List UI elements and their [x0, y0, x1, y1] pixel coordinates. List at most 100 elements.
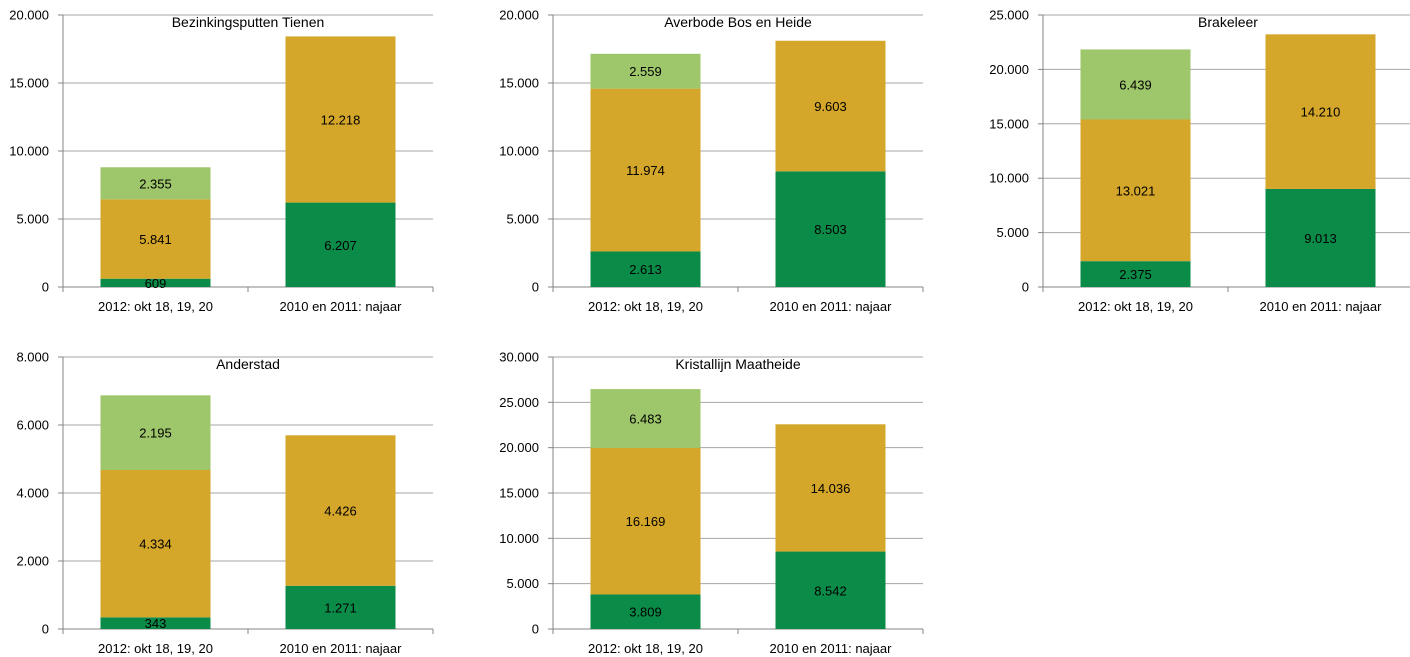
x-category-label: 2012: okt 18, 19, 20	[98, 299, 213, 314]
chart-kristallijn-maatheide: 0 5.000 10.000 15.000 20.000 25.000 30.000 3.80…	[490, 342, 930, 656]
chart-bezinkingsputten-tienen: 0 5.000 10.000 15.000 20.000 609 5.841 2.355 201…	[0, 0, 440, 314]
bar-segment	[590, 88, 701, 252]
x-category-label: 2010 en 2011: najaar	[770, 641, 893, 656]
bar-segment	[100, 278, 211, 287]
chart-svg: 0 5.000 10.000 15.000 20.000 25.000 2.375 13.02…	[989, 8, 1410, 314]
bar-value-label: 13.021	[1116, 183, 1156, 198]
y-tick-label: 5.000	[16, 212, 49, 227]
bar-value-label: 6.439	[1119, 77, 1152, 92]
bar-segment	[590, 251, 701, 287]
y-tick-label: 10.000	[989, 171, 1029, 186]
y-tick-label: 10.000	[499, 531, 539, 546]
y-tick-label: 15.000	[989, 116, 1029, 131]
chart-svg: 0 2.000 4.000 6.000 8.000 343 4.334 2.195 2012: …	[16, 350, 434, 656]
chart-averbode-bos-en-heide: 0 5.000 10.000 15.000 20.000 2.613 11.974 2.559…	[490, 0, 930, 314]
y-tick-label: 20.000	[499, 440, 539, 455]
y-tick-label: 0	[532, 622, 539, 637]
bar-value-label: 6.483	[629, 411, 662, 426]
bar-value-label: 16.169	[626, 514, 666, 529]
bar-value-label: 2.613	[629, 262, 662, 277]
bar-segment	[1265, 188, 1376, 287]
chart-anderstad: 0 2.000 4.000 6.000 8.000 343 4.334 2.195 2012: …	[0, 342, 440, 656]
y-tick-label: 15.000	[9, 76, 49, 91]
bar-value-label: 609	[145, 276, 167, 291]
bar-segment	[285, 202, 396, 287]
y-tick-label: 10.000	[9, 144, 49, 159]
y-tick-label: 15.000	[499, 486, 539, 501]
y-tick-label: 5.000	[506, 576, 539, 591]
chart-svg: 0 5.000 10.000 15.000 20.000 25.000 30.000 3.80…	[499, 350, 924, 656]
bar-segment	[285, 36, 396, 203]
bar-segment	[100, 199, 211, 279]
chart-title: Averbode Bos en Heide	[664, 14, 812, 30]
x-category-label: 2010 en 2011: najaar	[1260, 299, 1383, 314]
bar-value-label: 9.013	[1304, 231, 1337, 246]
bar-segment	[100, 469, 211, 618]
bar-value-label: 2.559	[629, 64, 662, 79]
bar-value-label: 2.195	[139, 426, 172, 441]
bar-value-label: 1.271	[324, 600, 357, 615]
bar-segment	[1265, 34, 1376, 189]
bar-segment	[590, 53, 701, 89]
y-tick-label: 5.000	[996, 225, 1029, 240]
bar-segment	[590, 447, 701, 595]
bar-value-label: 11.974	[626, 163, 665, 178]
bar-segment	[100, 617, 211, 629]
y-tick-label: 10.000	[499, 144, 539, 159]
y-tick-label: 15.000	[499, 76, 539, 91]
bar-value-label: 9.603	[814, 99, 847, 114]
y-tick-label: 0	[1022, 280, 1029, 295]
x-category-label: 2012: okt 18, 19, 20	[588, 299, 703, 314]
y-tick-label: 2.000	[16, 554, 49, 569]
bar-value-label: 343	[145, 616, 167, 631]
bar-value-label: 8.503	[814, 222, 847, 237]
y-tick-label: 20.000	[989, 62, 1029, 77]
bar-segment	[1080, 119, 1191, 262]
chart-svg: 0 5.000 10.000 15.000 20.000 2.613 11.974 2.559…	[499, 8, 924, 314]
y-tick-label: 0	[532, 280, 539, 295]
x-category-label: 2012: okt 18, 19, 20	[588, 641, 703, 656]
bar-segment	[775, 40, 886, 172]
bar-value-label: 12.218	[321, 113, 361, 128]
y-tick-label: 0	[42, 622, 49, 637]
y-tick-label: 5.000	[506, 212, 539, 227]
chart-title: Brakeleer	[1198, 14, 1258, 30]
y-tick-label: 25.000	[989, 8, 1029, 23]
y-tick-label: 25.000	[499, 395, 539, 410]
bar-value-label: 2.355	[139, 176, 172, 191]
y-tick-label: 30.000	[499, 350, 539, 365]
chart-title: Kristallijn Maatheide	[675, 356, 800, 372]
chart-title: Anderstad	[216, 356, 280, 372]
bar-value-label: 5.841	[139, 232, 172, 247]
bar-segment	[1080, 49, 1191, 120]
y-tick-label: 20.000	[9, 8, 49, 23]
chart-brakeleer: 0 5.000 10.000 15.000 20.000 25.000 2.375 13.02…	[980, 0, 1410, 314]
bar-value-label: 14.036	[811, 481, 851, 496]
bar-value-label: 3.809	[629, 605, 662, 620]
y-tick-label: 6.000	[16, 418, 49, 433]
bar-value-label: 6.207	[324, 238, 357, 253]
x-category-label: 2012: okt 18, 19, 20	[1078, 299, 1193, 314]
bar-value-label: 8.542	[814, 583, 847, 598]
bar-segment	[1080, 261, 1191, 287]
bar-segment	[775, 551, 886, 629]
y-tick-label: 0	[42, 280, 49, 295]
x-category-label: 2012: okt 18, 19, 20	[98, 641, 213, 656]
x-category-label: 2010 en 2011: najaar	[770, 299, 893, 314]
bar-value-label: 4.334	[139, 537, 172, 552]
chart-title: Bezinkingsputten Tienen	[172, 14, 325, 30]
bar-segment	[775, 424, 886, 552]
bar-value-label: 4.426	[324, 504, 357, 519]
bar-value-label: 2.375	[1119, 267, 1152, 282]
bar-segment	[100, 395, 211, 470]
bar-segment	[285, 435, 396, 586]
bar-segment	[590, 594, 701, 629]
chart-svg: 0 5.000 10.000 15.000 20.000 609 5.841 2.355 201…	[9, 8, 434, 314]
y-tick-label: 8.000	[16, 350, 49, 365]
y-tick-label: 20.000	[499, 8, 539, 23]
x-category-label: 2010 en 2011: najaar	[280, 641, 403, 656]
bar-segment	[590, 389, 701, 448]
bar-segment	[100, 167, 211, 200]
bar-segment	[775, 171, 886, 287]
y-tick-label: 4.000	[16, 486, 49, 501]
